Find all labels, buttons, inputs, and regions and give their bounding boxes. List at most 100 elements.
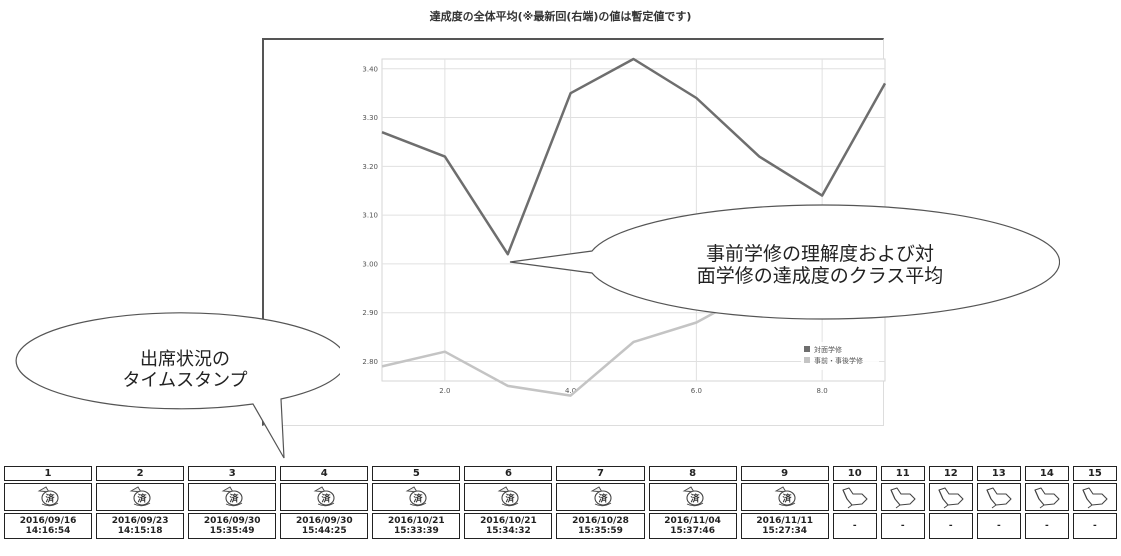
speech-bubble-left-text: 出席状況の タイムスタンプ bbox=[80, 349, 290, 391]
session-number-cell: 13 bbox=[976, 466, 1021, 481]
stamp-completed-icon: 済 bbox=[129, 486, 151, 507]
stamp-completed-icon: 済 bbox=[313, 486, 335, 507]
stamp-pending-icon bbox=[938, 487, 964, 509]
stamp-completed-icon: 済 bbox=[590, 486, 612, 507]
x-tick-label: 8.0 bbox=[817, 387, 828, 395]
speech-bubble-left-shape bbox=[15, 312, 340, 459]
attendance-done-cell[interactable]: 済 bbox=[372, 483, 461, 511]
stamp-label: 済 bbox=[322, 493, 332, 505]
attendance-done-cell[interactable]: 済 bbox=[556, 483, 645, 511]
timestamp-time: 15:27:34 bbox=[762, 526, 808, 536]
attendance-pending-cell[interactable] bbox=[1024, 483, 1069, 511]
speech-bubble-left bbox=[15, 312, 340, 459]
callout-left-line-2: タイムスタンプ bbox=[122, 369, 248, 391]
timestamp-date: - bbox=[1044, 521, 1049, 531]
speech-bubble-right bbox=[509, 204, 1060, 320]
stamp-label: 済 bbox=[138, 493, 148, 505]
stamp-completed-icon: 済 bbox=[497, 486, 519, 507]
attendance-pending-cell[interactable] bbox=[832, 483, 877, 511]
attendance-done-cell[interactable]: 済 bbox=[740, 483, 829, 511]
timestamp-date: 2016/09/16 bbox=[19, 516, 77, 526]
speech-bubble-right-shape bbox=[509, 204, 1060, 320]
timestamp-cell: - bbox=[928, 513, 973, 539]
y-tick-label: 2.90 bbox=[362, 309, 378, 317]
legend-swatch bbox=[804, 357, 810, 363]
x-tick-label: 6.0 bbox=[691, 387, 702, 395]
x-tick-label: 4.0 bbox=[565, 387, 576, 395]
session-number-cell: 8 bbox=[648, 466, 737, 481]
timestamp-cell: - bbox=[832, 513, 877, 539]
callout-left-line-1: 出席状況の bbox=[140, 349, 230, 370]
y-tick-label: 2.80 bbox=[362, 358, 378, 366]
timestamp-date: 2016/11/04 bbox=[664, 516, 721, 526]
timestamp-row: 2016/09/16 14:16:54 2016/09/23 14:15:18 2016… bbox=[4, 513, 1117, 539]
session-number-cell: 1 bbox=[4, 466, 93, 481]
attendance-pending-cell[interactable] bbox=[976, 483, 1021, 511]
stamp-label: 済 bbox=[230, 493, 240, 505]
timestamp-cell: 2016/09/23 14:15:18 bbox=[96, 513, 185, 539]
legend-box bbox=[801, 342, 879, 370]
attendance-done-cell[interactable]: 済 bbox=[648, 483, 737, 511]
timestamp-cell: 2016/10/28 15:35:59 bbox=[556, 513, 645, 539]
stamp-label: 済 bbox=[414, 493, 424, 505]
attendance-done-cell[interactable]: 済 bbox=[188, 483, 277, 511]
y-tick-label: 3.40 bbox=[362, 65, 378, 73]
attendance-done-cell[interactable]: 済 bbox=[280, 483, 369, 511]
timestamp-cell: - bbox=[1024, 513, 1069, 539]
session-number-cell: 11 bbox=[880, 466, 925, 481]
attendance-pending-cell[interactable] bbox=[880, 483, 925, 511]
timestamp-date: - bbox=[900, 521, 905, 531]
legend-swatch bbox=[804, 346, 810, 352]
timestamp-date: 2016/10/21 bbox=[480, 516, 537, 526]
timestamp-date: - bbox=[1093, 521, 1097, 531]
callout-right-line-1: 事前学修の理解度および対 bbox=[705, 243, 934, 265]
session-number-cell: 2 bbox=[96, 466, 185, 481]
attendance-pending-cell[interactable] bbox=[1072, 483, 1117, 511]
attendance-done-cell[interactable]: 済 bbox=[464, 483, 553, 511]
chart-title: 達成度の全体平均(※最新回(右端)の値は暫定値です) bbox=[429, 10, 692, 23]
timestamp-cell: - bbox=[1072, 513, 1117, 539]
y-tick-label: 3.10 bbox=[362, 212, 378, 220]
timestamp-date: - bbox=[852, 521, 857, 531]
attendance-icon-row: 済済済済済済済済済 bbox=[4, 483, 1117, 511]
timestamp-time: 15:34:32 bbox=[486, 526, 531, 536]
timestamp-date: 2016/09/30 bbox=[203, 516, 261, 526]
stamp-completed-icon: 済 bbox=[682, 486, 704, 507]
timestamp-time: 15:37:46 bbox=[670, 526, 715, 536]
series-line-1 bbox=[381, 57, 887, 256]
session-number-cell: 5 bbox=[372, 466, 461, 481]
stamp-completed-icon: 済 bbox=[37, 486, 59, 507]
stamp-pending-icon bbox=[986, 487, 1012, 509]
attendance-done-cell[interactable]: 済 bbox=[4, 483, 93, 511]
timestamp-time: 14:15:18 bbox=[117, 526, 163, 536]
timestamp-cell: 2016/11/04 15:37:46 bbox=[648, 513, 737, 539]
timestamp-cell: - bbox=[976, 513, 1021, 539]
y-tick-label: 3.30 bbox=[362, 114, 378, 122]
timestamp-time: 14:16:54 bbox=[25, 526, 71, 536]
stamp-label: 済 bbox=[506, 493, 516, 505]
timestamp-cell: 2016/10/21 15:34:32 bbox=[464, 513, 553, 539]
stamp-completed-icon: 済 bbox=[774, 486, 796, 507]
attendance-done-cell[interactable]: 済 bbox=[96, 483, 185, 511]
session-number-cell: 15 bbox=[1072, 466, 1117, 481]
attendance-table: 1 2 3 4 5 6 7 8 9 10 11 12 13 14 15 済済済済済済済済済 2016/09/… bbox=[0, 464, 1121, 541]
stamp-completed-icon: 済 bbox=[221, 486, 243, 507]
line-chart: 2.80 2.90 3.00 3.10 3.20 3.30 3.40 2.0 4.0 6.0 8.0… bbox=[362, 57, 887, 397]
stamp-pending-icon bbox=[1034, 487, 1060, 509]
stamp-label: 済 bbox=[46, 493, 56, 505]
legend-label: 事前・事後学修 bbox=[814, 356, 863, 365]
timestamp-date: - bbox=[996, 521, 1001, 531]
x-tick-label: 2.0 bbox=[439, 387, 450, 395]
y-tick-label: 3.20 bbox=[362, 163, 378, 171]
session-number-cell: 14 bbox=[1024, 466, 1069, 481]
session-number-cell: 6 bbox=[464, 466, 553, 481]
stamp-completed-icon: 済 bbox=[405, 486, 427, 507]
timestamp-date: 2016/11/11 bbox=[756, 516, 813, 526]
attendance-pending-cell[interactable] bbox=[928, 483, 973, 511]
timestamp-cell: 2016/09/16 14:16:54 bbox=[4, 513, 93, 539]
session-number-cell: 10 bbox=[832, 466, 877, 481]
timestamp-cell: 2016/10/21 15:33:39 bbox=[372, 513, 461, 539]
session-number-cell: 9 bbox=[740, 466, 829, 481]
stamp-pending-icon bbox=[842, 487, 868, 509]
session-number-cell: 4 bbox=[280, 466, 369, 481]
